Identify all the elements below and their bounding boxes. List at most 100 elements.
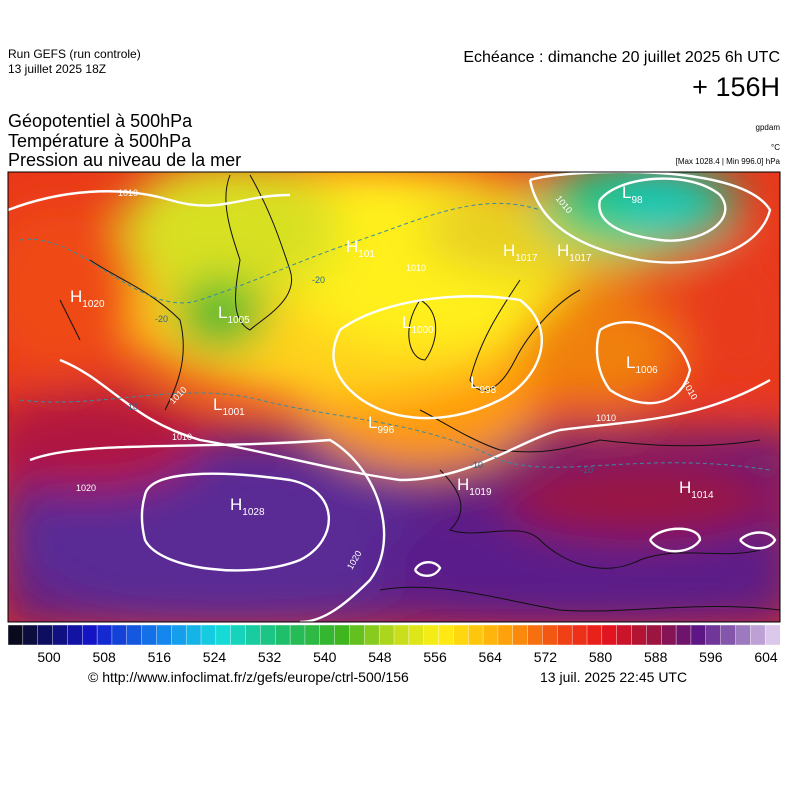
- color-cell: [690, 624, 707, 646]
- color-cell: [37, 624, 54, 646]
- source-url: © http://www.infoclimat.fr/z/gefs/europe…: [88, 669, 409, 685]
- shape: [413, 561, 442, 577]
- color-scale-labels: 500 508 516 524 532 540 548 556 564 572 580 588 596 6…: [37, 649, 778, 665]
- pressure-center: H1014: [679, 478, 714, 501]
- color-cell: [601, 624, 618, 646]
- color-cell: [156, 624, 172, 646]
- scale-label: 524: [203, 649, 227, 665]
- shape: [10, 450, 450, 622]
- isotherms: [19, 202, 771, 471]
- color-cell: [82, 624, 98, 646]
- scale-label: 564: [479, 649, 503, 665]
- color-cell: [67, 624, 83, 646]
- pressure-center: H1019: [457, 475, 492, 498]
- title-geopotential: Géopotentiel à 500hPa: [8, 111, 193, 131]
- center-value: 996: [377, 425, 394, 436]
- temperature-label: -20: [155, 314, 168, 324]
- color-cell: [96, 624, 113, 646]
- color-cell: [141, 624, 157, 646]
- shape: [59, 358, 771, 482]
- color-cell: [111, 624, 128, 646]
- scale-label: 588: [644, 649, 668, 665]
- shape: [8, 200, 140, 380]
- color-cell: [185, 624, 202, 646]
- pressure-center: H1017: [557, 241, 592, 264]
- shape: [19, 202, 541, 304]
- color-cell: [571, 624, 588, 646]
- shape: [19, 392, 771, 471]
- color-cell: [482, 624, 499, 646]
- color-cell: [735, 624, 751, 646]
- center-value: 1020: [82, 299, 105, 310]
- scale-label: 580: [589, 649, 613, 665]
- shape: [739, 531, 777, 550]
- pressure-center: L1001: [213, 395, 245, 418]
- center-type: H: [503, 241, 515, 260]
- color-cell: [512, 624, 529, 646]
- map: [8, 172, 780, 622]
- color-cell: [542, 624, 558, 646]
- scale-label: 572: [534, 649, 558, 665]
- center-type: H: [70, 287, 82, 306]
- pressure-center: L1005: [218, 303, 250, 326]
- generation-time: 13 juil. 2025 22:45 UTC: [540, 669, 687, 685]
- unit-celsius: °C: [771, 143, 780, 152]
- run-label: Run GEFS (run controle): [8, 47, 141, 61]
- color-cell: [408, 624, 425, 646]
- color-cell: [527, 624, 543, 646]
- shape: [595, 320, 692, 405]
- color-cell: [661, 624, 677, 646]
- pressure-center: H101: [346, 237, 375, 260]
- temperature-labels: -20 -20 -10 -10 -10: [125, 275, 593, 475]
- color-cell: [750, 624, 766, 646]
- center-value: 101: [358, 249, 375, 260]
- center-value: 1017: [515, 253, 538, 264]
- center-type: L: [470, 373, 479, 392]
- center-type: L: [213, 395, 222, 414]
- center-type: L: [402, 313, 411, 332]
- title-pressure: Pression au niveau de la mer: [8, 150, 241, 170]
- shape: [610, 180, 710, 230]
- scale-label: 556: [423, 649, 447, 665]
- pressure-center: H1028: [230, 495, 265, 518]
- isobar-label: 1010: [406, 263, 426, 273]
- pressure-center: L1000: [402, 313, 434, 336]
- echeance: Echéance : dimanche 20 juillet 2025 6h U…: [463, 49, 780, 66]
- color-cell: [393, 624, 410, 646]
- color-cell: [557, 624, 573, 646]
- run-date: 13 juillet 2025 18Z: [8, 62, 106, 76]
- center-type: L: [368, 413, 377, 432]
- center-value: 1006: [635, 365, 658, 376]
- shape: [520, 290, 680, 410]
- color-cell: [22, 624, 39, 646]
- pressure-center: H1020: [70, 287, 105, 310]
- temperature-label: -10: [125, 402, 138, 412]
- center-type: H: [557, 241, 569, 260]
- color-cell: [631, 624, 647, 646]
- scale-label: 604: [754, 649, 778, 665]
- color-cell: [453, 624, 469, 646]
- center-value: 1028: [242, 507, 265, 518]
- pressure-center: H1017: [503, 241, 538, 264]
- color-cell: [378, 624, 395, 646]
- shape: [8, 390, 200, 490]
- shape: [29, 438, 386, 622]
- shape: [379, 586, 780, 612]
- shape: [469, 279, 581, 391]
- color-cell: [586, 624, 603, 646]
- color-cell: [675, 624, 692, 646]
- pressure-centers: H1020 L1005 H101 H1017 H1017 L98 L1000 L…: [70, 183, 714, 518]
- center-value: 1019: [469, 487, 492, 498]
- center-value: 1005: [227, 315, 250, 326]
- color-cell: [497, 624, 514, 646]
- color-cell: [349, 624, 365, 646]
- color-cell: [334, 624, 350, 646]
- color-cell: [7, 624, 24, 646]
- color-cell: [468, 624, 484, 646]
- color-scale: [7, 624, 781, 646]
- color-cell: [215, 624, 232, 646]
- pressure-center: L998: [470, 373, 497, 396]
- temperature-label: -10: [470, 460, 483, 470]
